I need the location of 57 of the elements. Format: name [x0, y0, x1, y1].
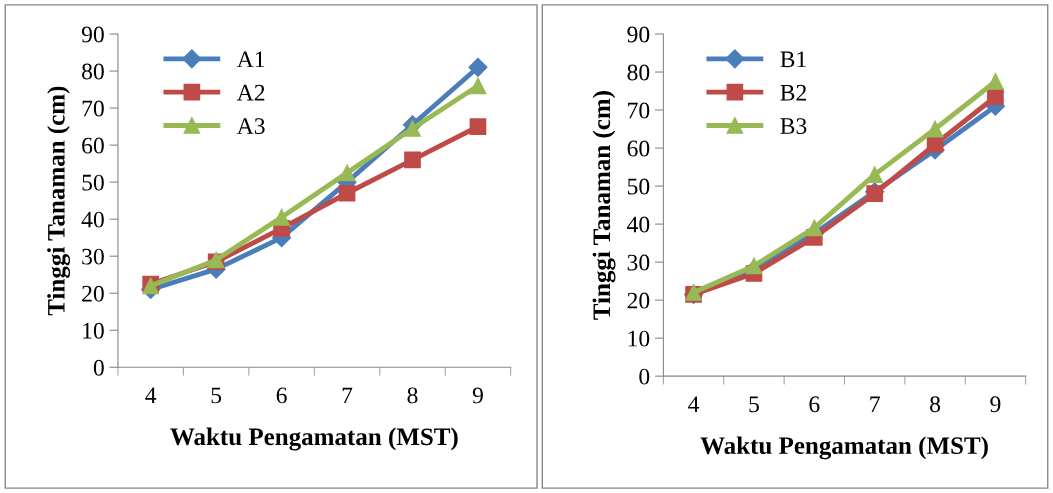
x-tick-label: 9	[472, 387, 483, 404]
point	[926, 120, 944, 138]
point	[404, 151, 421, 169]
x-tick-label: 8	[930, 396, 941, 413]
point	[805, 219, 823, 237]
x-tick-label: 5	[749, 396, 759, 413]
legend-label: A3	[236, 118, 265, 135]
y-tick-label: 80	[82, 63, 104, 80]
y-tick-label: 40	[627, 216, 650, 233]
point	[338, 184, 356, 202]
y-tick-label: 10	[83, 322, 104, 339]
point	[469, 118, 487, 135]
legend-label: B1	[780, 51, 806, 68]
x-axis-title: Waktu Pengamatan (MST)	[700, 436, 988, 460]
y-tick-label: 0	[93, 359, 104, 376]
y-tick-label: 50	[627, 178, 650, 195]
y-tick-label: 0	[639, 368, 650, 385]
point	[469, 77, 487, 95]
point	[273, 208, 290, 226]
y-tick-label: 90	[81, 26, 104, 43]
point	[745, 257, 763, 275]
point	[987, 73, 1004, 90]
y-tick-label: 20	[627, 292, 650, 309]
y-tick-label: 70	[628, 102, 650, 119]
legend-label: A2	[236, 84, 265, 101]
x-tick-label: 6	[809, 396, 820, 413]
point	[468, 57, 488, 77]
point	[338, 164, 356, 182]
point	[404, 120, 421, 137]
y-tick-label: 20	[82, 285, 104, 302]
x-axis-title: Waktu Pengamatan (MST)	[170, 427, 458, 451]
y-axis-title: Tinggi Tanaman (cm)	[47, 86, 71, 316]
y-tick-label: 60	[82, 137, 104, 154]
y-tick-label: 40	[81, 211, 104, 228]
legend-label: B3	[780, 118, 807, 135]
point	[987, 88, 1004, 106]
y-tick-label: 30	[627, 254, 650, 271]
x-tick-label: 4	[688, 396, 700, 412]
legend-label: B2	[780, 84, 806, 101]
y-tick-label: 70	[82, 100, 104, 117]
point	[926, 135, 944, 153]
x-tick-label: 4	[145, 387, 157, 404]
y-tick-label: 60	[627, 140, 650, 157]
y-tick-label: 90	[627, 26, 650, 43]
x-tick-label: 9	[990, 396, 1001, 413]
y-tick-label: 30	[82, 248, 104, 265]
x-tick-label: 7	[870, 396, 880, 412]
legend-label: A1	[236, 51, 265, 68]
point	[866, 185, 884, 203]
x-tick-label: 7	[342, 387, 353, 404]
x-tick-label: 5	[211, 387, 222, 404]
y-tick-label: 50	[82, 174, 104, 191]
y-tick-label: 80	[627, 64, 650, 81]
y-axis-title: Tinggi Tanaman (cm)	[592, 91, 616, 320]
y-tick-label: 10	[628, 330, 650, 347]
x-tick-label: 6	[276, 387, 287, 404]
x-tick-label: 8	[407, 387, 418, 404]
